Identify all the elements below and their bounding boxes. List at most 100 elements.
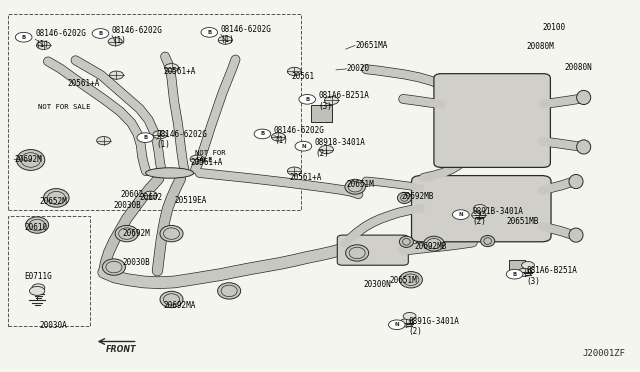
Text: 20080M: 20080M xyxy=(526,42,554,51)
Circle shape xyxy=(97,137,111,145)
Text: 20030B: 20030B xyxy=(123,258,150,267)
Circle shape xyxy=(299,94,316,104)
Ellipse shape xyxy=(399,272,422,288)
Ellipse shape xyxy=(102,259,125,275)
Circle shape xyxy=(474,205,486,212)
Text: 20692M: 20692M xyxy=(14,155,42,164)
Text: 20561: 20561 xyxy=(291,72,314,81)
Circle shape xyxy=(324,96,339,105)
Circle shape xyxy=(164,64,179,72)
Text: 20692MA: 20692MA xyxy=(163,301,196,310)
Ellipse shape xyxy=(399,236,413,247)
Ellipse shape xyxy=(346,245,369,261)
Ellipse shape xyxy=(569,174,583,189)
Bar xyxy=(311,105,332,122)
Text: 20692MB: 20692MB xyxy=(402,192,435,201)
Ellipse shape xyxy=(115,225,138,242)
Text: B: B xyxy=(143,135,147,140)
FancyBboxPatch shape xyxy=(337,235,408,265)
Circle shape xyxy=(109,71,124,79)
Ellipse shape xyxy=(218,283,241,299)
Ellipse shape xyxy=(397,192,412,203)
Ellipse shape xyxy=(569,228,583,242)
Text: 08146-6202G
(1): 08146-6202G (1) xyxy=(35,29,86,49)
Ellipse shape xyxy=(160,291,183,308)
Text: 08146-6202G
(1): 08146-6202G (1) xyxy=(221,25,271,44)
Circle shape xyxy=(201,28,218,37)
Ellipse shape xyxy=(17,150,45,170)
Text: B: B xyxy=(99,31,102,36)
Text: 20030A: 20030A xyxy=(40,321,67,330)
Text: 20610: 20610 xyxy=(24,223,47,232)
Circle shape xyxy=(36,41,51,49)
Circle shape xyxy=(506,269,523,279)
Circle shape xyxy=(472,211,486,219)
Circle shape xyxy=(92,29,109,38)
Text: 20692M: 20692M xyxy=(123,229,150,238)
Circle shape xyxy=(452,210,469,219)
Ellipse shape xyxy=(345,179,365,194)
Ellipse shape xyxy=(577,90,591,105)
Circle shape xyxy=(403,312,416,320)
Text: 0891B-3401A
(2): 0891B-3401A (2) xyxy=(472,207,523,226)
Circle shape xyxy=(15,32,32,42)
Text: 20561+A: 20561+A xyxy=(67,79,100,88)
Circle shape xyxy=(522,262,534,269)
Text: 0891G-3401A
(2): 0891G-3401A (2) xyxy=(408,317,459,336)
Circle shape xyxy=(108,38,122,46)
Circle shape xyxy=(143,191,157,199)
Text: 08146-6202G
(1): 08146-6202G (1) xyxy=(112,26,163,45)
Text: 20651M: 20651M xyxy=(347,180,374,189)
Text: 081A6-B251A
(3): 081A6-B251A (3) xyxy=(319,92,369,111)
Text: E0711G: E0711G xyxy=(24,272,52,280)
Circle shape xyxy=(254,129,271,139)
Text: 20020: 20020 xyxy=(347,64,370,73)
Text: FRONT: FRONT xyxy=(106,345,137,354)
Text: 20602: 20602 xyxy=(120,190,143,199)
Ellipse shape xyxy=(146,168,194,178)
Text: 20561+A: 20561+A xyxy=(191,158,223,167)
Text: B: B xyxy=(513,272,516,277)
Circle shape xyxy=(287,167,301,175)
Text: NOT FOR SALE: NOT FOR SALE xyxy=(38,104,91,110)
Text: 20561+A: 20561+A xyxy=(289,173,322,182)
Text: 20300N: 20300N xyxy=(364,280,391,289)
Circle shape xyxy=(153,131,167,139)
Circle shape xyxy=(29,286,45,295)
Text: 20651M: 20651M xyxy=(389,276,417,285)
Text: N: N xyxy=(394,322,399,327)
Bar xyxy=(8,216,90,326)
Ellipse shape xyxy=(26,217,49,233)
Text: 08146-6202G
(1): 08146-6202G (1) xyxy=(274,126,324,145)
Text: J20001ZF: J20001ZF xyxy=(583,349,626,358)
Text: B: B xyxy=(260,131,264,137)
Circle shape xyxy=(388,320,405,330)
Text: B: B xyxy=(207,30,211,35)
Circle shape xyxy=(190,155,204,163)
FancyBboxPatch shape xyxy=(412,176,551,242)
Text: 20652M: 20652M xyxy=(40,197,67,206)
Text: 20692MB: 20692MB xyxy=(415,242,447,251)
Ellipse shape xyxy=(44,189,69,207)
Text: 20100: 20100 xyxy=(543,23,566,32)
Text: 20519EA: 20519EA xyxy=(174,196,207,205)
Circle shape xyxy=(287,67,301,76)
Bar xyxy=(509,260,525,275)
Text: N: N xyxy=(301,144,306,149)
Circle shape xyxy=(32,284,45,291)
Text: N: N xyxy=(458,212,463,217)
Text: 081A6-B251A
(3): 081A6-B251A (3) xyxy=(526,266,577,286)
Circle shape xyxy=(295,141,312,151)
Circle shape xyxy=(218,36,232,44)
FancyBboxPatch shape xyxy=(434,74,550,167)
Text: 20651MB: 20651MB xyxy=(507,217,540,226)
Text: B: B xyxy=(22,35,26,40)
Text: NOT FOR
SALE: NOT FOR SALE xyxy=(195,151,226,163)
Circle shape xyxy=(518,268,532,276)
Ellipse shape xyxy=(424,236,444,251)
Circle shape xyxy=(399,319,413,327)
Text: B: B xyxy=(305,97,309,102)
Text: 20561+A: 20561+A xyxy=(163,67,196,76)
Ellipse shape xyxy=(577,140,591,154)
Circle shape xyxy=(137,133,154,142)
